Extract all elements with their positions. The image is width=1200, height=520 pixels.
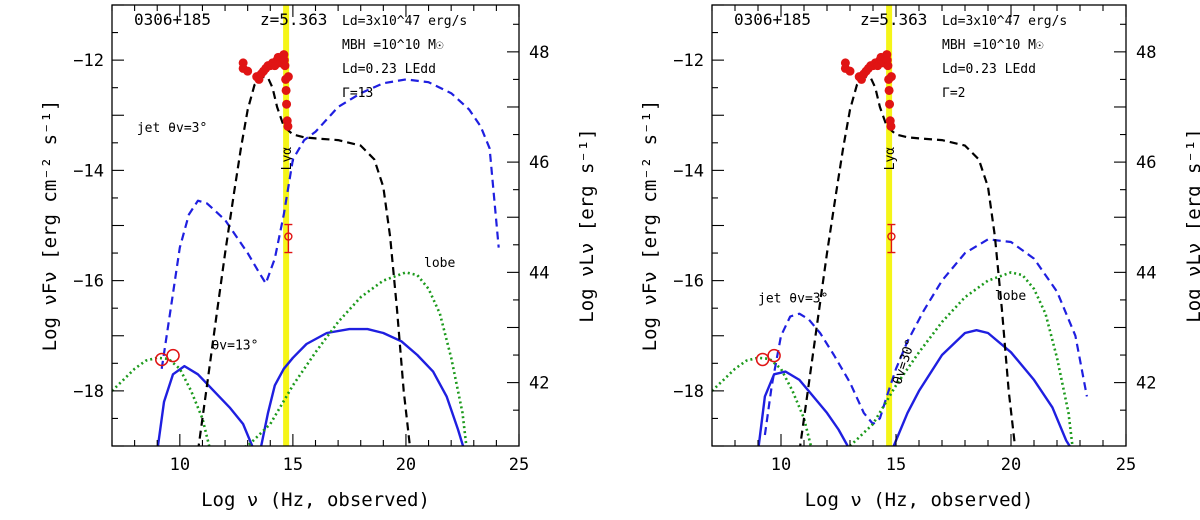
param-line: Ld=0.23 LEdd xyxy=(342,62,436,77)
param-line: Ld=3x10^47 erg/s xyxy=(342,14,467,29)
source-name: 0306+185 xyxy=(734,10,811,29)
plot-frame xyxy=(711,4,1127,447)
x-tick-label: 20 xyxy=(396,455,416,475)
param-line: Γ=13 xyxy=(342,86,373,101)
data-point xyxy=(884,85,894,95)
redshift-label: z=5.363 xyxy=(260,10,327,29)
x-tick-label: 10 xyxy=(771,455,791,475)
y2-axis-label: Log νLν [erg s⁻¹] xyxy=(576,128,598,322)
y2-tick-label: 44 xyxy=(1136,263,1156,283)
data-point xyxy=(284,232,293,241)
y2-tick-label: 44 xyxy=(529,263,549,283)
x-tick-label: 15 xyxy=(886,455,906,475)
plot-frame xyxy=(111,4,520,447)
series-jet-v-3- xyxy=(160,78,500,369)
y-tick-label: −18 xyxy=(673,382,704,402)
y-tick-label: −14 xyxy=(673,161,704,181)
x-tick-label: 10 xyxy=(170,455,190,475)
x-tick-label: 15 xyxy=(283,455,303,475)
y-tick-label: −12 xyxy=(73,51,104,71)
x-tick-label: 25 xyxy=(509,455,529,475)
x-tick-label: 25 xyxy=(1116,455,1136,475)
y2-tick-label: 42 xyxy=(529,374,549,394)
series-lobe xyxy=(712,271,1074,446)
data-point xyxy=(883,61,893,71)
chart-panel-right: Lyα 10 15 20 25 −12 −14 −16 −18 42 44 46 48 Log ν (Hz… xyxy=(639,4,1200,511)
y2-axis-label: Log νLν [erg s⁻¹] xyxy=(1183,128,1200,322)
y-axis-label: Log νFν [erg cm⁻² s⁻¹] xyxy=(39,100,61,352)
data-point xyxy=(280,61,290,71)
lobe-label: lobe xyxy=(995,289,1026,304)
data-point xyxy=(281,85,291,95)
jet2-label: θv=13° xyxy=(211,339,258,354)
x-axis-label: Log ν (Hz, observed) xyxy=(201,489,430,511)
series-jet-v-30- xyxy=(757,329,1072,446)
lobe-label: lobe xyxy=(424,256,455,271)
data-point xyxy=(166,348,180,363)
data-point xyxy=(886,121,896,131)
data-point xyxy=(886,72,896,82)
y-tick-label: −16 xyxy=(673,272,704,292)
y2-tick-label: 48 xyxy=(1136,43,1156,63)
y-axis-label: Log νFν [erg cm⁻² s⁻¹] xyxy=(639,100,661,352)
source-name: 0306+185 xyxy=(134,10,211,29)
jet-label: jet θv=3° xyxy=(137,121,207,136)
jet-label: jet θv=3° xyxy=(758,292,828,307)
x-axis-label: Log ν (Hz, observed) xyxy=(805,489,1034,511)
y-tick-label: −18 xyxy=(73,382,104,402)
series-jet-v-3- xyxy=(763,238,1088,436)
curves xyxy=(712,75,1088,446)
y-tick-label: −12 xyxy=(673,51,704,71)
param-line: MBH =10^10 M☉ xyxy=(942,38,1044,53)
data-point xyxy=(887,232,896,241)
param-line: Ld=0.23 LEdd xyxy=(942,62,1036,77)
y2-tick-label: 46 xyxy=(1136,153,1156,173)
y-tick-label: −16 xyxy=(73,272,104,292)
series-jet-v-13- xyxy=(156,327,465,446)
param-line: MBH =10^10 M☉ xyxy=(342,38,444,53)
series-disk xyxy=(197,75,411,446)
data-point xyxy=(282,99,292,109)
series-disk xyxy=(799,75,1017,446)
data-point xyxy=(845,66,855,76)
jet2-label: θv=30° xyxy=(890,337,919,386)
data-points xyxy=(755,50,896,367)
data-point xyxy=(885,99,895,109)
redshift-label: z=5.363 xyxy=(860,10,927,29)
param-line: Γ=2 xyxy=(942,86,965,101)
x-tick-label: 20 xyxy=(1001,455,1021,475)
data-points xyxy=(154,50,293,367)
data-point xyxy=(243,66,253,76)
data-point xyxy=(283,72,293,82)
data-point xyxy=(283,121,293,131)
param-line: Ld=3x10^47 erg/s xyxy=(942,14,1067,29)
y2-tick-label: 42 xyxy=(1136,374,1156,394)
data-point xyxy=(767,348,781,363)
y-tick-label: −14 xyxy=(73,161,104,181)
y2-tick-label: 46 xyxy=(529,153,549,173)
lya-label: Lyα xyxy=(883,147,898,171)
curves xyxy=(112,75,500,446)
y2-tick-label: 48 xyxy=(529,43,549,63)
